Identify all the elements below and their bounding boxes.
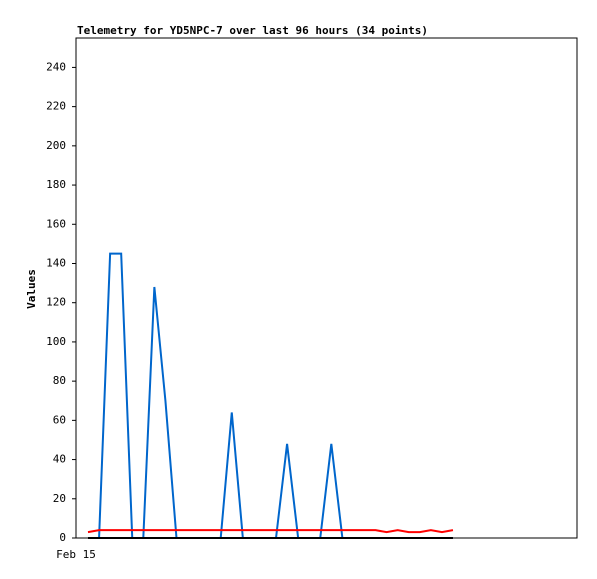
y-tick-label: 160: [46, 217, 66, 230]
y-tick-label: 100: [46, 335, 66, 348]
y-axis-label: Values: [25, 269, 38, 309]
y-tick-label: 140: [46, 256, 66, 269]
plot-frame: [75, 37, 578, 539]
y-tick-label: 240: [46, 60, 66, 73]
x-tick-label: Feb 15: [56, 548, 96, 561]
y-tick-label: 220: [46, 100, 66, 113]
y-tick-label: 180: [46, 178, 66, 191]
y-tick-label: 120: [46, 296, 66, 309]
y-tick-label: 0: [59, 531, 66, 544]
y-tick-label: 40: [53, 453, 66, 466]
chart-title: Telemetry for YD5NPC-7 over last 96 hour…: [77, 24, 428, 37]
series-line: [87, 529, 454, 534]
y-tick-label: 80: [53, 374, 66, 387]
series-line: [88, 252, 453, 539]
y-tick-label: 60: [53, 413, 66, 426]
y-tick-label: 20: [53, 492, 66, 505]
y-tick-label: 200: [46, 139, 66, 152]
